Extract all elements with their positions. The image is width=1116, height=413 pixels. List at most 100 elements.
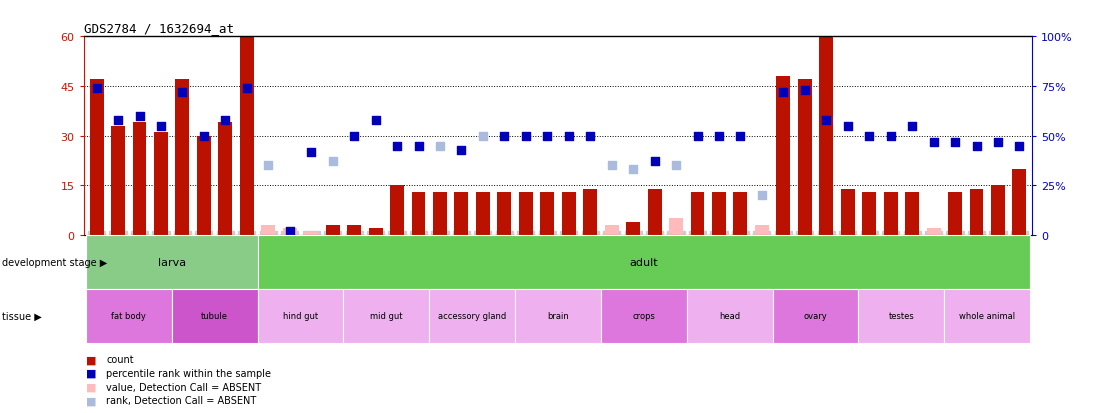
Point (302, 149, 320, 155)
Point (646, 159, 664, 165)
Bar (305, 232, 318, 235)
Bar (347, 225, 362, 235)
Bar (863, 192, 876, 235)
Point (796, 88, 814, 94)
Bar (777, 77, 790, 235)
Text: ovary: ovary (804, 311, 827, 320)
Bar (944, 289, 1030, 343)
Bar (772, 289, 858, 343)
Bar (561, 192, 576, 235)
Bar (133, 123, 146, 235)
Text: hind gut: hind gut (282, 311, 318, 320)
Text: head: head (719, 311, 740, 320)
Bar (430, 289, 516, 343)
Text: larva: larva (157, 257, 185, 267)
Bar (326, 225, 339, 235)
Bar (970, 189, 983, 235)
Point (217, 117, 234, 124)
Point (882, 133, 899, 140)
Bar (433, 192, 446, 235)
Point (689, 133, 706, 140)
Point (860, 133, 878, 140)
Bar (712, 192, 725, 235)
Bar (412, 192, 425, 235)
Bar (991, 186, 1004, 235)
Text: brain: brain (547, 311, 569, 320)
Point (710, 133, 728, 140)
Point (259, 163, 277, 169)
Text: value, Detection Call = ABSENT: value, Detection Call = ABSENT (106, 382, 261, 392)
Bar (905, 192, 920, 235)
Point (667, 163, 685, 169)
Bar (261, 225, 276, 235)
Bar (391, 186, 404, 235)
Text: ■: ■ (86, 395, 96, 405)
Bar (516, 289, 600, 343)
Point (624, 167, 642, 173)
Bar (154, 133, 167, 235)
Point (367, 117, 385, 124)
Bar (840, 189, 855, 235)
Point (753, 192, 771, 199)
Point (817, 117, 835, 124)
Text: fat body: fat body (112, 311, 146, 320)
Point (946, 139, 964, 145)
Bar (89, 80, 104, 235)
Bar (86, 289, 172, 343)
Bar (884, 192, 897, 235)
Point (517, 133, 535, 140)
Point (238, 85, 256, 92)
Bar (670, 219, 683, 235)
Point (496, 133, 513, 140)
Bar (858, 289, 944, 343)
Text: ■: ■ (86, 368, 96, 378)
Point (345, 133, 363, 140)
Text: ■: ■ (86, 354, 96, 364)
Bar (196, 136, 211, 235)
Bar (219, 123, 232, 235)
Bar (949, 192, 962, 235)
Point (109, 117, 127, 124)
Bar (1012, 169, 1027, 235)
Text: testes: testes (888, 311, 914, 320)
Bar (175, 80, 190, 235)
Bar (172, 289, 258, 343)
Point (474, 133, 492, 140)
Bar (819, 37, 834, 235)
Point (989, 139, 1007, 145)
Point (131, 113, 148, 120)
Point (281, 228, 299, 235)
Text: rank, Detection Call = ABSENT: rank, Detection Call = ABSENT (106, 395, 257, 405)
Point (431, 143, 449, 150)
Bar (600, 289, 686, 343)
Text: count: count (106, 354, 134, 364)
Bar (626, 222, 641, 235)
Bar (86, 235, 258, 289)
Text: whole animal: whole animal (959, 311, 1016, 320)
Text: percentile rank within the sample: percentile rank within the sample (106, 368, 271, 378)
Bar (584, 189, 597, 235)
Point (324, 159, 341, 165)
Bar (344, 289, 430, 343)
Point (903, 123, 921, 130)
Bar (498, 192, 511, 235)
Point (603, 163, 620, 169)
Text: crops: crops (633, 311, 655, 320)
Bar (686, 289, 772, 343)
Bar (240, 37, 253, 235)
Text: accessory gland: accessory gland (437, 311, 507, 320)
Bar (475, 192, 490, 235)
Point (581, 133, 599, 140)
Bar (733, 192, 748, 235)
Text: development stage ▶: development stage ▶ (2, 257, 107, 267)
Bar (454, 192, 469, 235)
Bar (519, 192, 532, 235)
Point (152, 123, 170, 130)
Point (452, 147, 470, 154)
Point (775, 89, 792, 96)
Bar (258, 289, 344, 343)
Point (1010, 143, 1028, 150)
Point (410, 143, 427, 150)
Text: GDS2784 / 1632694_at: GDS2784 / 1632694_at (84, 21, 233, 35)
Text: mid gut: mid gut (371, 311, 403, 320)
